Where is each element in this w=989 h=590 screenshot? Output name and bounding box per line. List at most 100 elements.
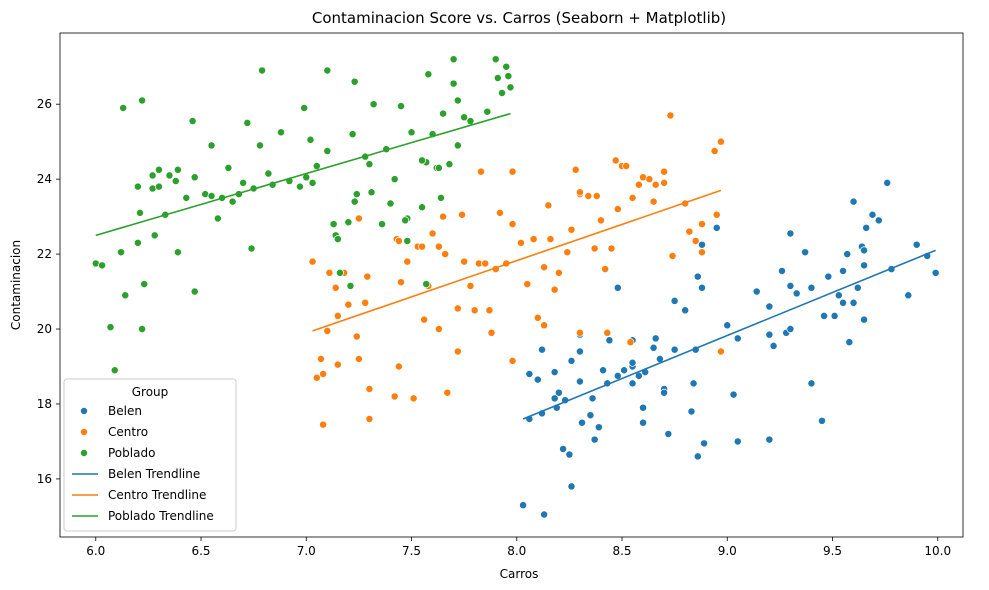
data-point xyxy=(437,193,445,202)
data-point xyxy=(649,343,658,352)
data-point xyxy=(190,287,199,296)
data-point xyxy=(258,66,267,75)
data-point xyxy=(567,482,576,491)
data-point xyxy=(538,345,546,354)
data-point xyxy=(834,291,843,300)
data-point xyxy=(733,334,742,343)
data-point xyxy=(409,394,418,403)
data-point xyxy=(792,289,801,298)
data-point xyxy=(434,242,443,251)
data-point xyxy=(207,141,216,150)
data-point xyxy=(634,180,643,189)
x-axis: 6.0 6.5 7.0 7.5 8.0 8.5 9.0 9.5 10.0 xyxy=(86,537,951,558)
data-point xyxy=(460,113,469,122)
x-tick-label: 8.0 xyxy=(507,544,526,558)
data-point xyxy=(506,83,515,92)
data-point xyxy=(363,272,372,281)
data-point xyxy=(605,336,614,345)
legend-label: Poblado Trendline xyxy=(108,509,214,523)
data-point xyxy=(567,356,576,365)
data-point xyxy=(331,283,340,292)
data-point xyxy=(154,165,163,174)
legend-label: Poblado xyxy=(108,446,155,460)
legend-label: Centro xyxy=(108,425,148,439)
legend-marker xyxy=(80,407,88,415)
data-point xyxy=(839,298,847,307)
legend-marker xyxy=(80,428,88,436)
plot-frame xyxy=(59,32,964,538)
data-point xyxy=(664,430,673,438)
data-point xyxy=(660,178,669,187)
data-point xyxy=(698,283,706,292)
data-point xyxy=(845,338,854,347)
x-tick-label: 10.0 xyxy=(924,544,951,558)
trendline-poblado xyxy=(95,112,511,237)
data-point xyxy=(319,370,328,378)
data-point xyxy=(228,197,237,206)
data-point xyxy=(390,392,399,401)
data-point xyxy=(98,261,107,270)
data-point xyxy=(508,167,517,176)
data-point xyxy=(693,272,702,281)
data-point xyxy=(620,366,629,375)
data-point xyxy=(628,193,637,202)
data-point xyxy=(418,203,426,212)
data-point xyxy=(333,360,342,369)
data-point xyxy=(862,223,871,232)
data-point xyxy=(700,439,709,448)
data-point xyxy=(849,197,858,206)
data-point xyxy=(508,220,517,229)
data-point xyxy=(586,411,595,420)
data-point xyxy=(592,192,601,200)
data-point xyxy=(860,261,869,270)
data-point xyxy=(498,89,506,97)
data-point xyxy=(188,117,197,126)
data-point xyxy=(119,103,128,112)
trendline-centro xyxy=(312,189,722,332)
data-point xyxy=(931,268,940,277)
data-point xyxy=(504,72,513,81)
y-tick-label: 16 xyxy=(37,472,52,486)
data-point xyxy=(344,300,353,309)
data-point xyxy=(559,444,568,453)
data-point xyxy=(434,325,443,333)
data-point xyxy=(786,281,795,290)
data-point xyxy=(594,423,603,432)
data-point xyxy=(460,257,469,266)
data-point xyxy=(519,501,528,510)
data-point xyxy=(121,291,130,300)
data-point xyxy=(336,268,344,277)
data-point xyxy=(613,283,622,292)
data-point xyxy=(207,192,216,200)
data-point xyxy=(346,281,355,290)
data-point xyxy=(453,304,462,313)
data-point xyxy=(645,175,654,184)
data-point xyxy=(554,268,563,277)
data-point xyxy=(765,330,774,339)
data-point xyxy=(117,248,125,257)
data-point xyxy=(239,178,248,187)
data-point xyxy=(477,167,485,176)
x-tick-label: 7.0 xyxy=(297,544,316,558)
data-point xyxy=(148,171,157,180)
data-point xyxy=(403,237,412,245)
data-point xyxy=(578,418,586,427)
data-point xyxy=(133,238,142,247)
data-point xyxy=(333,311,342,320)
data-point xyxy=(912,240,921,249)
data-point xyxy=(611,156,620,165)
data-point xyxy=(752,287,761,296)
data-point xyxy=(428,229,437,238)
data-point xyxy=(247,244,256,253)
data-point xyxy=(508,356,517,365)
data-point xyxy=(874,216,883,225)
data-point xyxy=(491,55,500,64)
data-point xyxy=(424,70,433,79)
series-poblado xyxy=(91,55,515,375)
series-centro xyxy=(308,111,725,429)
data-point xyxy=(439,212,448,221)
data-point xyxy=(213,214,222,223)
y-tick-label: 24 xyxy=(37,172,52,186)
data-point xyxy=(365,415,374,423)
y-tick-label: 26 xyxy=(37,97,52,111)
